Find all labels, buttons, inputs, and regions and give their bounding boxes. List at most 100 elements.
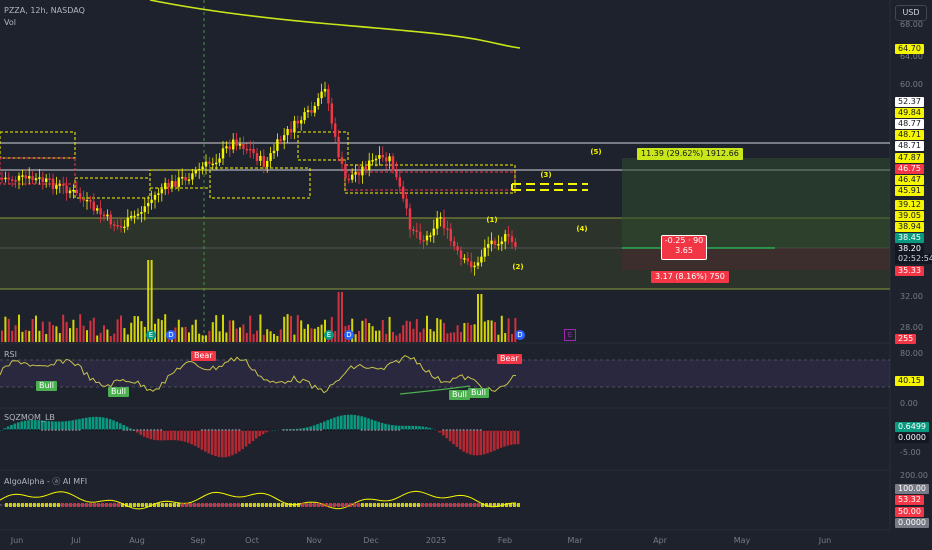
candle-body: [507, 234, 510, 237]
volume-bar: [429, 329, 432, 342]
sqz-bar: [241, 430, 244, 450]
dividend-marker[interactable]: D: [344, 330, 354, 340]
dividend-marker[interactable]: D: [515, 330, 525, 340]
sqz-dot: [112, 429, 115, 431]
volume-bar: [123, 328, 126, 342]
wave-3-box[interactable]: [511, 183, 588, 191]
volume-bar: [184, 326, 187, 342]
sqz-bar: [68, 420, 71, 430]
volume-bar: [470, 324, 473, 342]
volume-bar: [201, 335, 204, 342]
algo-bar: [53, 503, 56, 507]
position-target-label[interactable]: 11.39 (29.62%) 1912.66: [637, 148, 743, 160]
candle-body: [279, 139, 282, 141]
sqz-bar: [183, 430, 187, 442]
candle-body: [109, 214, 112, 225]
volume-label[interactable]: Vol: [4, 18, 16, 27]
sqz-bar: [513, 430, 516, 445]
sqz-bar: [44, 420, 47, 430]
wave-label-2[interactable]: (2): [512, 263, 524, 271]
candle-body: [31, 176, 34, 181]
volume-bar: [140, 321, 143, 342]
sqz-bar: [61, 421, 64, 430]
sqz-dot: [190, 429, 193, 431]
algo-bar: [249, 503, 252, 507]
sqz-bar: [40, 420, 44, 430]
earnings-upcoming-marker[interactable]: E: [564, 329, 576, 341]
symbol-title[interactable]: PZZA, 12h, NASDAQ: [4, 6, 85, 15]
sqz-bar: [166, 430, 170, 441]
candle-body: [252, 148, 255, 154]
candle-body: [0, 178, 4, 180]
wave-label-3[interactable]: (3): [540, 171, 552, 179]
volume-bar: [296, 315, 299, 342]
sqz-dot: [221, 429, 224, 431]
sqz-bar: [197, 430, 200, 448]
position-center-label[interactable]: -0.25 · 90 3.65: [661, 235, 707, 260]
candle-body: [245, 148, 248, 151]
volume-bar: [18, 314, 20, 342]
algo-bar: [9, 503, 12, 507]
candle-body: [255, 153, 259, 161]
earnings-marker[interactable]: E: [146, 330, 156, 340]
sqz-dot: [455, 429, 458, 431]
candle-body: [228, 146, 231, 150]
candle-body: [385, 157, 388, 162]
sqz-dot: [442, 429, 445, 431]
sqz-dot: [285, 429, 288, 431]
wave-label-1[interactable]: (1): [486, 216, 498, 224]
sqz-bar: [47, 421, 51, 430]
sqz-zero-tag: 0.0000: [895, 433, 929, 443]
sqz-bar: [34, 420, 37, 430]
algo-bar: [417, 503, 420, 507]
price-tag: 48.71: [895, 130, 924, 140]
algoalpha-title[interactable]: AlgoAlpha - ⓐ AI MFI: [4, 477, 88, 486]
candle-body: [351, 174, 354, 180]
sqz-bar: [404, 425, 408, 430]
algo-bar: [481, 503, 484, 507]
earnings-marker[interactable]: E: [324, 330, 334, 340]
sqz-dot: [476, 429, 479, 431]
sqz-bar: [10, 424, 13, 430]
sqz-bar: [149, 430, 153, 440]
sqz-bar: [516, 430, 520, 445]
volume-bar: [48, 321, 51, 342]
candle-body: [38, 177, 41, 179]
algo-bar: [493, 503, 496, 507]
volume-bar: [385, 333, 388, 342]
price-tick: 64.00: [900, 52, 923, 61]
sqz-dot: [231, 429, 234, 431]
sqz-dot: [489, 429, 492, 431]
sqz-bar: [448, 430, 452, 442]
volume-bar: [58, 333, 61, 342]
algo-bar: [269, 503, 272, 507]
sqz-bar: [261, 430, 265, 435]
candle-body: [300, 120, 303, 124]
volume-bar: [456, 325, 459, 342]
sqz-dot: [132, 429, 135, 431]
position-profit-zone[interactable]: [622, 158, 890, 248]
algo-bar: [289, 503, 292, 507]
candle-body: [130, 215, 133, 218]
volume-bar: [392, 331, 394, 342]
sqz-dot: [163, 429, 166, 431]
wave-label-4[interactable]: (4): [576, 225, 588, 233]
sqz-bar: [74, 419, 78, 430]
position-stop-label[interactable]: 3.17 (8.16%) 750: [651, 271, 729, 283]
sqz-bar: [115, 421, 119, 430]
dividend-marker[interactable]: D: [166, 330, 176, 340]
rsi-title[interactable]: RSI: [4, 350, 17, 359]
sqz-bar: [326, 420, 329, 430]
candle-body: [402, 186, 405, 199]
sqz-bar: [30, 420, 34, 430]
algo-bar: [117, 503, 120, 507]
sqz-tick: -5.00: [900, 448, 921, 457]
algo-bar: [413, 503, 416, 507]
sqzmom-title[interactable]: SQZMOM_LB: [4, 413, 55, 422]
wave-label-5[interactable]: (5): [590, 148, 602, 156]
sqz-bar: [387, 424, 391, 430]
currency-button[interactable]: USD: [895, 5, 927, 21]
algo-bar: [221, 503, 224, 507]
